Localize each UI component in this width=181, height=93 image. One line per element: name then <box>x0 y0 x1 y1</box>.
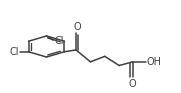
Text: OH: OH <box>147 57 162 67</box>
Text: O: O <box>129 79 136 89</box>
Text: Cl: Cl <box>55 36 64 46</box>
Text: Cl: Cl <box>9 47 19 57</box>
Text: O: O <box>73 22 81 32</box>
